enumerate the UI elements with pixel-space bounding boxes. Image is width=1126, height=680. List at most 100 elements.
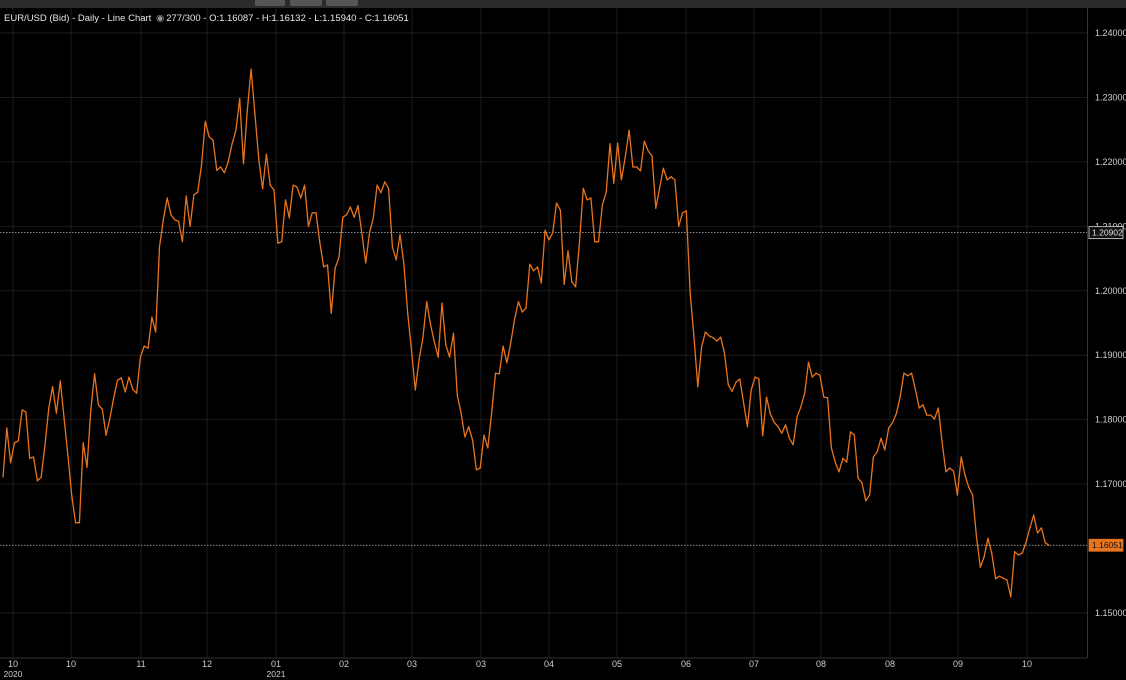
- price-point: [849, 431, 852, 433]
- price-point: [1044, 542, 1046, 544]
- price-point: [216, 169, 218, 171]
- chart-header: EUR/USD (Bid) - Daily - Line Chart ◉ 277/…: [4, 13, 409, 24]
- price-point: [330, 312, 332, 314]
- price-point: [151, 316, 153, 318]
- price-point: [994, 578, 997, 580]
- x-tick-label: 03: [476, 659, 486, 669]
- price-point: [555, 202, 558, 204]
- price-point: [185, 195, 187, 197]
- x-tick-label: 12: [202, 659, 212, 669]
- x-tick-label: 03: [407, 659, 417, 669]
- price-point: [972, 494, 974, 496]
- bar-count: 277/300: [166, 13, 201, 24]
- price-series-line: [2, 68, 1050, 598]
- price-point: [246, 109, 248, 111]
- price-point: [742, 402, 745, 404]
- price-point: [368, 232, 371, 234]
- price-point: [991, 552, 993, 554]
- price-point: [200, 164, 203, 166]
- price-point: [399, 234, 401, 236]
- price-point: [681, 212, 684, 214]
- price-point: [349, 206, 351, 208]
- price-point: [548, 239, 550, 241]
- price-point: [712, 337, 714, 339]
- price-point: [1040, 527, 1042, 529]
- price-point: [636, 166, 638, 168]
- price-point: [693, 336, 695, 338]
- price-point: [1029, 527, 1031, 529]
- price-point: [281, 241, 283, 243]
- interval-label[interactable]: Daily: [77, 13, 100, 24]
- price-point: [55, 412, 58, 414]
- price-point: [170, 214, 172, 216]
- price-point: [525, 307, 527, 309]
- price-point: [559, 209, 561, 211]
- high-value: H:1.16132: [261, 13, 306, 24]
- price-point: [471, 439, 474, 441]
- y-tick-label: 1.15000: [1095, 608, 1126, 618]
- price-point: [219, 166, 222, 168]
- toolbar-tab[interactable]: [326, 0, 358, 6]
- price-point: [765, 396, 768, 398]
- price-point: [884, 449, 886, 451]
- toolbar-tab[interactable]: [290, 0, 322, 6]
- toolbar-tab[interactable]: [255, 0, 285, 6]
- price-point: [139, 356, 142, 358]
- price-point: [620, 179, 623, 181]
- price-point: [815, 372, 817, 374]
- chart-type-label[interactable]: Line Chart: [107, 13, 152, 24]
- price-point: [964, 474, 966, 476]
- price-point: [124, 391, 126, 393]
- price-point: [418, 359, 420, 361]
- price-point: [632, 166, 634, 168]
- price-point: [529, 263, 531, 265]
- x-tick-label: 09: [953, 659, 963, 669]
- price-point: [311, 212, 313, 214]
- price-point: [433, 341, 435, 343]
- y-tick-label: 1.22000: [1095, 157, 1126, 167]
- price-point: [407, 312, 409, 314]
- last-price-badge: [1088, 538, 1124, 552]
- price-point: [261, 188, 264, 190]
- price-point: [861, 482, 863, 484]
- eye-icon[interactable]: ◉: [155, 13, 165, 24]
- close-value: C:1.16051: [364, 13, 409, 24]
- price-point: [1021, 552, 1023, 554]
- price-point: [136, 392, 138, 394]
- price-point: [857, 477, 859, 479]
- price-point: [174, 219, 176, 221]
- price-point: [769, 413, 771, 415]
- y-tick-label: 1.23000: [1095, 92, 1126, 102]
- price-point: [544, 229, 546, 231]
- price-point: [491, 412, 493, 414]
- price-point: [533, 270, 535, 272]
- price-point: [384, 181, 386, 183]
- price-point: [90, 409, 92, 411]
- price-point: [590, 197, 592, 199]
- x-tick-label: 10: [66, 659, 76, 669]
- price-point: [773, 421, 775, 423]
- price-point: [739, 378, 741, 380]
- price-point: [178, 220, 180, 222]
- price-point: [315, 212, 317, 214]
- price-point: [979, 566, 981, 568]
- price-point: [513, 319, 516, 321]
- price-point: [899, 396, 901, 398]
- price-point: [796, 416, 798, 418]
- x-tick-label: 11: [136, 659, 145, 669]
- price-point: [830, 447, 833, 449]
- price-point: [784, 424, 787, 426]
- price-point: [181, 241, 184, 243]
- price-point: [674, 179, 676, 181]
- price-point: [876, 451, 878, 453]
- price-point: [807, 361, 810, 363]
- price-point: [273, 189, 275, 191]
- price-point: [13, 442, 16, 444]
- price-point: [624, 156, 626, 158]
- price-point: [189, 225, 191, 227]
- price-point: [666, 179, 668, 181]
- price-point: [303, 184, 306, 186]
- price-point: [670, 176, 672, 178]
- price-point: [903, 372, 905, 374]
- price-point: [128, 376, 130, 378]
